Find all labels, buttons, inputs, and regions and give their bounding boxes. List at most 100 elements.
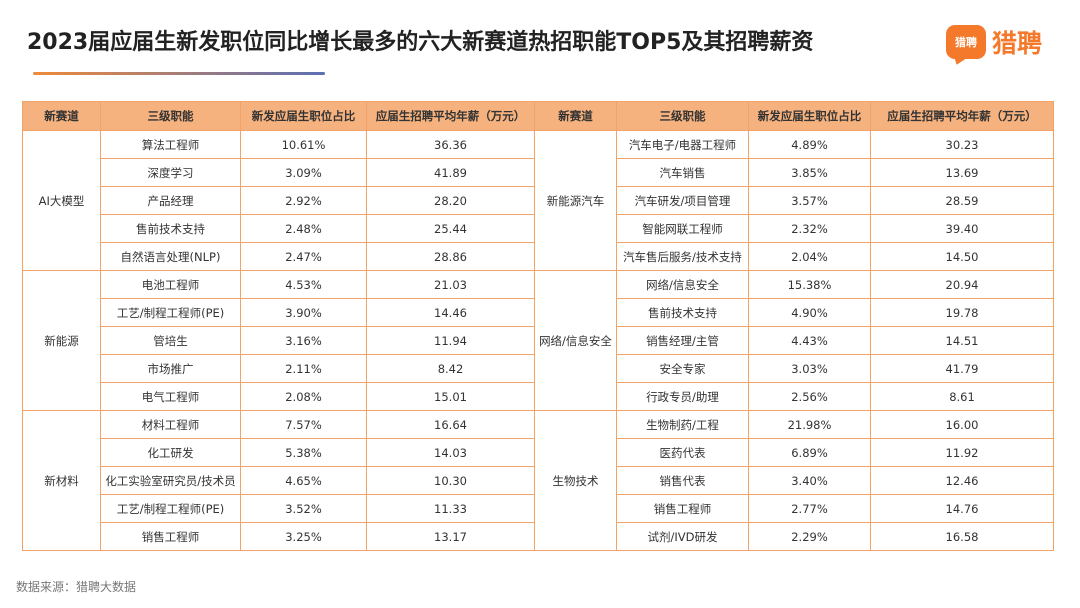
table-row: 化工研发 5.38% 14.03 医药代表 6.89% 11.92: [23, 438, 1054, 467]
share-cell: 2.47%: [240, 242, 367, 271]
table-row: 新能源 电池工程师 4.53% 21.03 网络/信息安全 网络/信息安全 15.38% 20…: [22, 270, 1054, 411]
table-row: 售前技术支持 2.48% 25.44 智能网联工程师 2.32% 39.40: [23, 214, 1054, 243]
function-cell: 销售工程师: [100, 522, 241, 551]
function-cell: 行政专员/助理: [616, 382, 749, 411]
function-cell: 售前技术支持: [100, 214, 241, 243]
salary-cell: 13.69: [870, 158, 1054, 187]
header-salary: 应届生招聘平均年薪（万元）: [366, 101, 535, 131]
function-cell: 材料工程师: [100, 410, 241, 439]
salary-cell: 19.78: [870, 298, 1054, 327]
share-cell: 3.52%: [240, 494, 367, 523]
data-source-note: 数据来源：猎聘大数据: [16, 580, 137, 594]
share-cell: 2.56%: [748, 382, 871, 411]
share-cell: 3.03%: [748, 354, 871, 383]
salary-cell: 12.46: [870, 466, 1054, 495]
header-share: 新发应届生职位占比: [748, 101, 871, 131]
share-cell: 4.43%: [748, 326, 871, 355]
salary-cell: 28.20: [366, 186, 535, 215]
share-cell: 21.98%: [748, 410, 871, 439]
share-cell: 6.89%: [748, 438, 871, 467]
title-underline: [33, 72, 325, 75]
header-function: 三级职能: [100, 101, 241, 131]
table-header-row: 新赛道 三级职能 新发应届生职位占比 应届生招聘平均年薪（万元） 新赛道 三级职…: [22, 101, 1054, 131]
function-cell: 自然语言处理(NLP): [100, 242, 241, 271]
salary-cell: 14.50: [870, 242, 1054, 271]
table-row: 工艺/制程工程师(PE) 3.52% 11.33 销售工程师 2.77% 14.76: [23, 494, 1054, 523]
share-cell: 3.25%: [240, 522, 367, 551]
share-cell: 15.38%: [748, 270, 871, 299]
salary-cell: 21.03: [366, 270, 535, 299]
share-cell: 3.40%: [748, 466, 871, 495]
share-cell: 4.53%: [240, 270, 367, 299]
jobs-salary-table: 新赛道 三级职能 新发应届生职位占比 应届生招聘平均年薪（万元） 新赛道 三级职…: [22, 101, 1054, 551]
salary-cell: 16.64: [366, 410, 535, 439]
function-cell: 销售代表: [616, 466, 749, 495]
salary-cell: 28.86: [366, 242, 535, 271]
share-cell: 2.11%: [240, 354, 367, 383]
salary-cell: 16.00: [870, 410, 1054, 439]
salary-cell: 10.30: [366, 466, 535, 495]
share-cell: 3.57%: [748, 186, 871, 215]
track-cell: 新能源: [22, 270, 101, 411]
liepin-logo: 猎聘 猎聘: [946, 22, 1042, 62]
function-cell: 汽车售后服务/技术支持: [616, 242, 749, 271]
salary-cell: 14.03: [366, 438, 535, 467]
function-cell: 安全专家: [616, 354, 749, 383]
salary-cell: 14.76: [870, 494, 1054, 523]
share-cell: 4.90%: [748, 298, 871, 327]
share-cell: 2.29%: [748, 522, 871, 551]
table-row: 新材料 材料工程师 7.57% 16.64 生物技术 生物制药/工程 21.98% 16.00: [22, 410, 1054, 551]
share-cell: 3.09%: [240, 158, 367, 187]
function-cell: 产品经理: [100, 186, 241, 215]
share-cell: 2.92%: [240, 186, 367, 215]
track-cell: AI大模型: [22, 130, 101, 271]
header-track: 新赛道: [534, 101, 617, 131]
share-cell: 2.04%: [748, 242, 871, 271]
header-function: 三级职能: [616, 101, 749, 131]
function-cell: 网络/信息安全: [616, 270, 749, 299]
track-cell: 生物技术: [534, 410, 617, 551]
function-cell: 汽车电子/电器工程师: [616, 130, 749, 159]
logo-speech-bubble-icon: 猎聘: [946, 25, 986, 59]
share-cell: 2.32%: [748, 214, 871, 243]
salary-cell: 28.59: [870, 186, 1054, 215]
salary-cell: 11.33: [366, 494, 535, 523]
function-cell: 电气工程师: [100, 382, 241, 411]
function-cell: 智能网联工程师: [616, 214, 749, 243]
salary-cell: 13.17: [366, 522, 535, 551]
page-title: 2023届应届生新发职位同比增长最多的六大新赛道热招职能TOP5及其招聘薪资: [27, 30, 814, 55]
function-cell: 汽车研发/项目管理: [616, 186, 749, 215]
header-share: 新发应届生职位占比: [240, 101, 367, 131]
function-cell: 管培生: [100, 326, 241, 355]
table-row: 工艺/制程工程师(PE) 3.90% 14.46 售前技术支持 4.90% 19.78: [23, 298, 1054, 327]
salary-cell: 15.01: [366, 382, 535, 411]
salary-cell: 30.23: [870, 130, 1054, 159]
function-cell: 电池工程师: [100, 270, 241, 299]
share-cell: 4.65%: [240, 466, 367, 495]
logo-text: 猎聘: [992, 29, 1043, 58]
function-cell: 销售工程师: [616, 494, 749, 523]
function-cell: 试剂/IVD研发: [616, 522, 749, 551]
table-row: 电气工程师 2.08% 15.01 行政专员/助理 2.56% 8.61: [23, 382, 1054, 411]
function-cell: 工艺/制程工程师(PE): [100, 494, 241, 523]
table-row: 销售工程师 3.25% 13.17 试剂/IVD研发 2.29% 16.58: [23, 522, 1054, 551]
salary-cell: 41.79: [870, 354, 1054, 383]
salary-cell: 36.36: [366, 130, 535, 159]
function-cell: 化工研发: [100, 438, 241, 467]
share-cell: 7.57%: [240, 410, 367, 439]
salary-cell: 41.89: [366, 158, 535, 187]
salary-cell: 39.40: [870, 214, 1054, 243]
salary-cell: 14.46: [366, 298, 535, 327]
function-cell: 工艺/制程工程师(PE): [100, 298, 241, 327]
function-cell: 售前技术支持: [616, 298, 749, 327]
function-cell: 生物制药/工程: [616, 410, 749, 439]
function-cell: 医药代表: [616, 438, 749, 467]
share-cell: 2.77%: [748, 494, 871, 523]
salary-cell: 8.61: [870, 382, 1054, 411]
share-cell: 3.85%: [748, 158, 871, 187]
function-cell: 市场推广: [100, 354, 241, 383]
track-cell: 新材料: [22, 410, 101, 551]
share-cell: 10.61%: [240, 130, 367, 159]
share-cell: 2.48%: [240, 214, 367, 243]
header-salary: 应届生招聘平均年薪（万元）: [870, 101, 1054, 131]
